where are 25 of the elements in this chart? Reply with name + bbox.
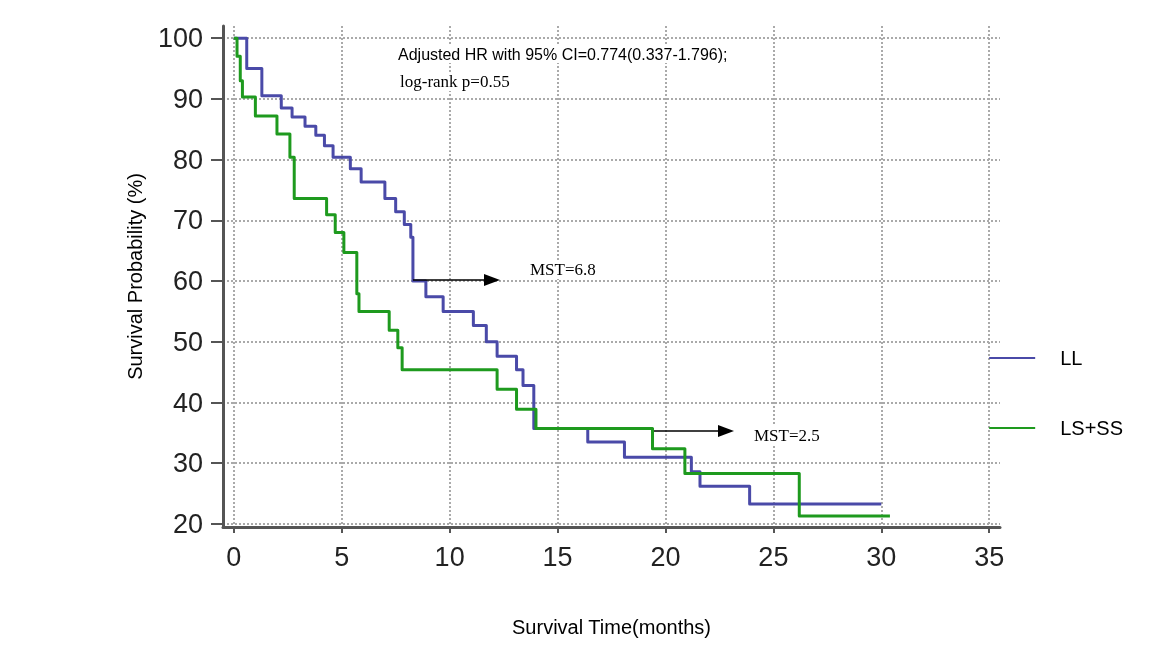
- y-tick-label: 30: [172, 448, 203, 479]
- y-tick-label: 70: [172, 205, 203, 236]
- y-tick-label: 90: [172, 83, 203, 114]
- x-axis-title: Survival Time(months): [512, 616, 711, 638]
- annotation: log-rank p=0.55: [400, 72, 510, 91]
- x-tick-label: 30: [866, 541, 897, 572]
- y-tick-label: 60: [172, 266, 203, 297]
- y-tick-label: 50: [172, 326, 203, 357]
- x-tick-label: 0: [226, 541, 242, 572]
- x-tick-label: 25: [758, 541, 789, 572]
- x-tick-label: 15: [542, 541, 573, 572]
- x-tick-label: 10: [434, 541, 465, 572]
- x-tick-label: 20: [650, 541, 681, 572]
- legend-label: LS+SS: [1060, 417, 1124, 439]
- y-tick-label: 80: [172, 144, 203, 175]
- annotation: MST=6.8: [530, 260, 596, 279]
- legend-label: LL: [1060, 347, 1083, 369]
- y-tick-label: 20: [172, 508, 203, 539]
- x-tick-label: 35: [974, 541, 1005, 572]
- annotation: MST=2.5: [754, 426, 820, 445]
- y-tick-label: 100: [157, 23, 203, 54]
- x-tick-label: 5: [334, 541, 350, 572]
- annotation: Adjusted HR with 95% CI=0.774(0.337-1.796);: [398, 45, 728, 63]
- y-tick-label: 40: [172, 387, 203, 418]
- y-axis-title: Survival Probability (%): [124, 173, 146, 380]
